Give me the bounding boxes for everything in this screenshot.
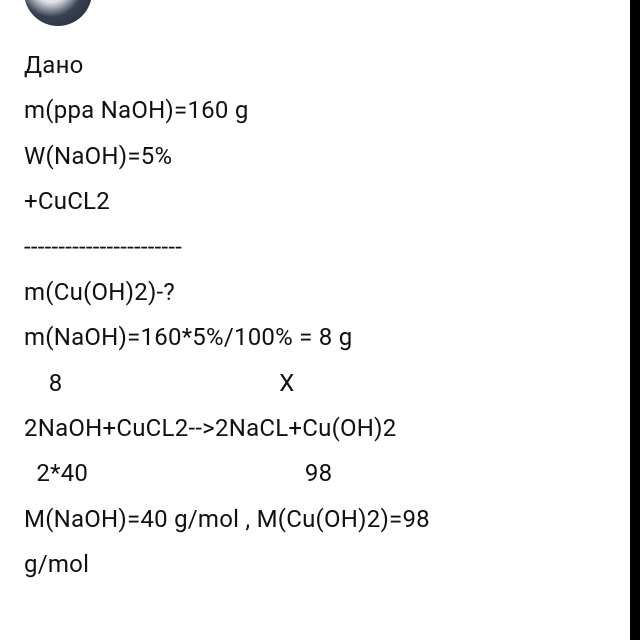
text-line: 2NaOH+CuCL2-->2NaCL+Cu(OH)2 — [24, 415, 616, 442]
text-line: g/mol — [24, 551, 616, 578]
text-line: Дано — [24, 52, 616, 79]
text-line: m(NaOH)=160*5%/100% = 8 g — [24, 324, 616, 351]
chemistry-solution-text: Дано m(ppa NaOH)=160 g W(NaOH)=5% +CuCL2… — [24, 28, 616, 578]
right-border-decoration — [630, 0, 640, 640]
text-line: 2*40 98 — [24, 460, 616, 487]
text-line: +CuCL2 — [24, 188, 616, 215]
avatar-image — [24, 0, 92, 26]
text-line: M(NaOH)=40 g/mol , M(Cu(OH)2)=98 — [24, 506, 616, 533]
text-line: m(ppa NaOH)=160 g — [24, 97, 616, 124]
avatar — [24, 0, 92, 26]
text-line: ----------------------- — [24, 234, 616, 261]
text-line: 8 X — [24, 370, 616, 397]
text-line: m(Cu(OH)2)-? — [24, 279, 616, 306]
text-line: W(NaOH)=5% — [24, 143, 616, 170]
